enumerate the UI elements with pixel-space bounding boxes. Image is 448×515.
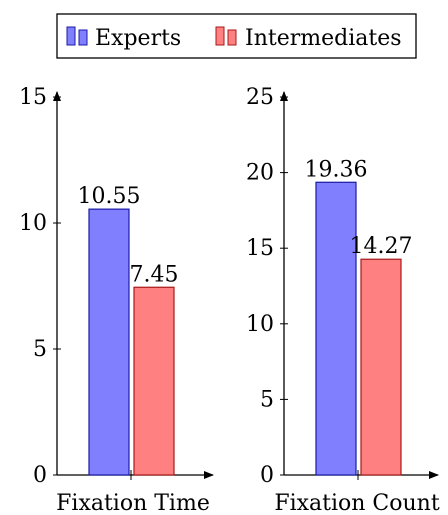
bar-intermediates [133, 286, 175, 476]
panel-fixation-count: 0 5 10 15 20 25 19.36 14.27 Fixation Count [246, 85, 440, 515]
y-tick-label: 0 [33, 463, 47, 488]
y-tick-label: 15 [19, 85, 47, 110]
data-label-experts: 19.36 [305, 157, 368, 182]
x-axis-label: Fixation Count [274, 491, 440, 515]
y-tick-label: 5 [33, 337, 47, 362]
y-tick-label: 20 [246, 161, 274, 186]
bar-experts [88, 208, 130, 476]
legend-entry-intermediates: Intermediates [215, 26, 402, 51]
data-label-intermediates: 14.27 [350, 234, 413, 259]
x-axis-label: Fixation Time [56, 491, 210, 515]
legend-label-intermediates: Intermediates [245, 26, 402, 51]
y-ticks: 0 5 10 15 [19, 85, 61, 488]
y-tick-label: 10 [19, 211, 47, 236]
legend-label-experts: Experts [95, 26, 181, 51]
y-ticks: 0 5 10 15 20 25 [246, 85, 288, 488]
legend: Experts Intermediates [56, 13, 417, 59]
bars: 10.55 7.45 [78, 184, 179, 476]
bar-experts [315, 181, 357, 476]
y-tick-label: 0 [260, 463, 274, 488]
y-tick-label: 15 [246, 236, 274, 261]
legend-swatch-intermediates [215, 26, 237, 46]
bar-intermediates [360, 258, 402, 476]
y-tick-label: 10 [246, 312, 274, 337]
legend-swatch-experts [66, 26, 88, 46]
y-tick-label: 25 [246, 85, 274, 110]
data-label-intermediates: 7.45 [130, 262, 179, 287]
legend-entry-experts: Experts [66, 26, 181, 51]
bars: 19.36 14.27 [305, 157, 413, 476]
panel-fixation-time: 0 5 10 15 10.55 7.45 Fixation Time [19, 85, 214, 515]
y-tick-label: 5 [260, 387, 274, 412]
data-label-experts: 10.55 [78, 184, 141, 209]
